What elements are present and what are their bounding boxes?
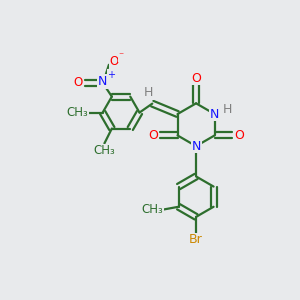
Text: O: O (110, 55, 119, 68)
Text: H: H (144, 86, 153, 99)
Text: O: O (148, 129, 158, 142)
Text: ⁻: ⁻ (119, 52, 124, 61)
Text: CH₃: CH₃ (67, 106, 88, 119)
Text: H: H (222, 103, 232, 116)
Text: CH₃: CH₃ (142, 203, 164, 216)
Text: O: O (73, 76, 83, 89)
Text: CH₃: CH₃ (94, 144, 115, 157)
Text: Br: Br (189, 233, 203, 246)
Text: +: + (107, 70, 115, 80)
Text: N: N (98, 75, 108, 88)
Text: N: N (210, 107, 219, 121)
Text: O: O (234, 129, 244, 142)
Text: O: O (191, 72, 201, 85)
Text: N: N (191, 140, 201, 153)
